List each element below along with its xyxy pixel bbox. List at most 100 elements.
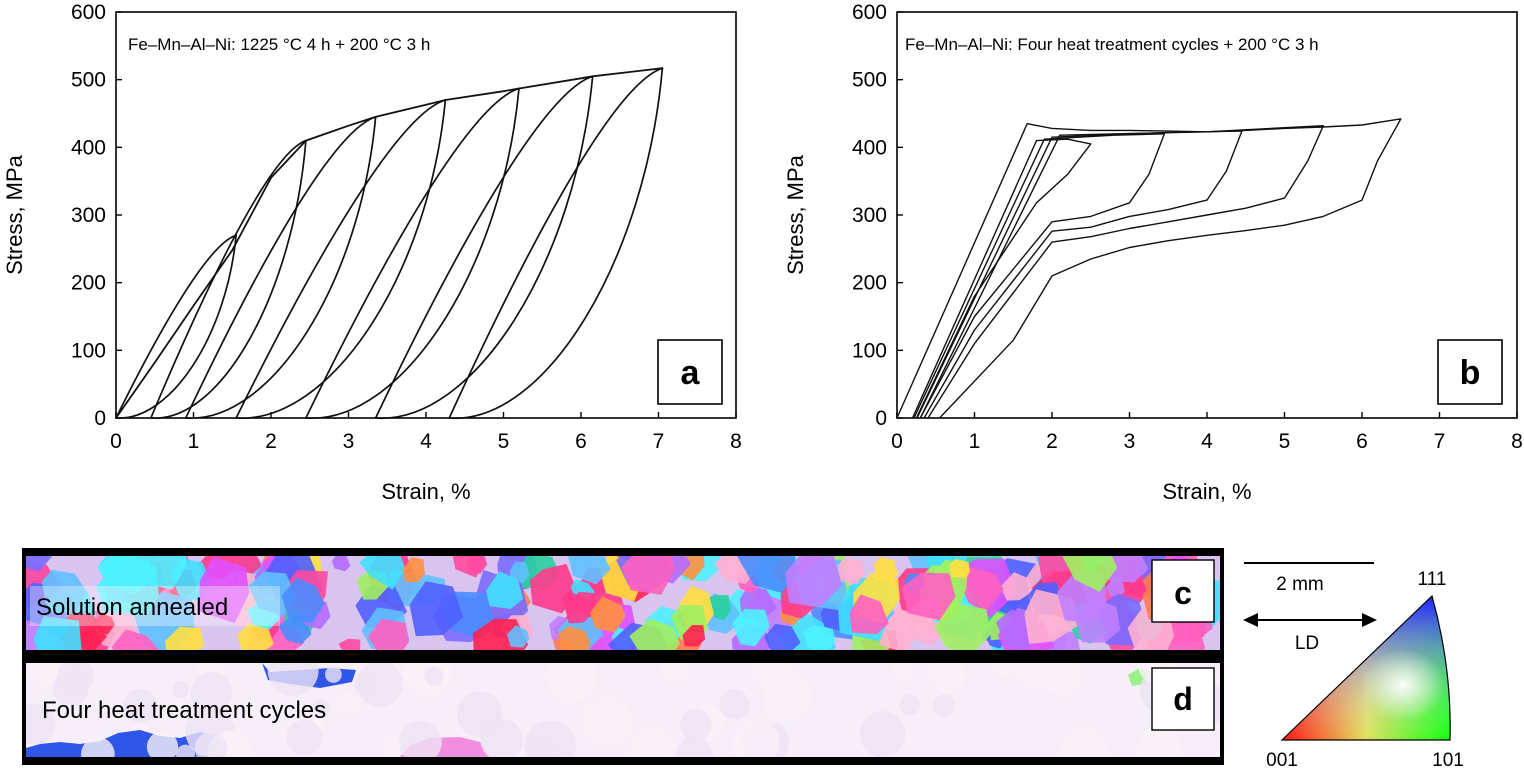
y-tick-label: 600 [71,1,106,24]
ebsd-label-bg-c [30,586,280,626]
panel-letter-a: a [681,354,701,392]
grain [837,558,865,585]
grain [682,625,706,647]
grain [286,719,323,756]
grain [1075,597,1121,643]
x-tick-label: 0 [891,430,903,453]
grain [41,569,87,614]
unloading-curve [305,87,520,419]
panel-letter-box-d [1151,667,1215,731]
grain [26,556,52,572]
grain [751,663,789,685]
x-tick-label: 0 [110,430,122,453]
x-tick-label: 3 [1124,430,1136,453]
x-tick-label: 8 [730,430,742,453]
panel-letter-box-a [657,339,723,405]
grain [803,625,836,650]
x-tick-label: 5 [1279,430,1291,453]
grain [111,629,159,650]
y-tick-label: 100 [71,339,106,362]
cycle-curve [916,130,1243,419]
y-tick-label: 0 [875,407,887,430]
ebsd-map-d: Four heat treatment cycles d [22,656,1224,765]
reloading-curve [115,234,237,419]
ebsd-label-c: Solution annealed [36,594,228,621]
reloading-curve [448,67,664,419]
x-axis-label-b: Strain, % [1162,479,1251,504]
ipf-outline [1280,594,1451,741]
grain [675,736,714,757]
grain [629,727,674,757]
ebsd-grains-c [26,556,1220,650]
curves-b [896,118,1402,419]
grain [278,614,312,645]
grain [1013,663,1057,691]
grain [934,602,992,650]
grain [785,556,842,607]
grain [891,663,915,681]
x-tick-label: 8 [1511,430,1523,453]
grain [81,737,115,757]
y-tick-label: 500 [71,69,106,92]
grain [325,666,342,683]
unloading-curve [184,116,377,419]
grain [123,688,157,723]
grain [680,708,712,741]
x-tick-label: 1 [969,430,981,453]
grain [873,556,899,580]
grain [526,738,557,757]
grain [659,663,691,681]
x-tick-label: 7 [1434,430,1446,453]
panel-letter-b: b [1460,354,1481,392]
grain [506,625,530,648]
unloading-curve [150,139,307,419]
x-tick-label: 4 [420,430,432,453]
grain [336,692,360,715]
chart-title-b: Fe–Mn–Al–Ni: Four heat treatment cycles … [905,35,1319,54]
panel-letter-c: c [1174,575,1192,611]
y-tick-label: 200 [71,272,106,295]
grain [190,672,233,714]
grain [338,638,361,650]
grain [849,594,889,635]
grain [732,718,780,757]
axis-ticks-a: 0 1 2 3 4 5 6 7 8 0 100 200 300 400 500 600 [71,1,742,453]
grain [1155,732,1183,757]
cycle-curve [913,133,1166,419]
ipf-label-001: 001 [1266,750,1298,771]
y-axis-label-a: Stress, MPa [2,154,27,275]
loading-envelope [115,67,664,419]
scale-bar-label: 2 mm [1276,574,1324,595]
grain [52,670,89,707]
grain [398,720,442,757]
ipf-triangle-key: 111 001 101 [1266,569,1464,771]
grain [367,618,409,650]
ld-arrow-left-head [1243,613,1258,627]
reloading-curve [305,87,520,419]
x-tick-label: 7 [653,430,665,453]
chart-panel-a: 0 1 2 3 4 5 6 7 8 0 100 200 300 400 500 600 Fe–Mn–Al–Ni… [2,1,742,504]
axis-ticks-b: 0 1 2 3 4 5 6 7 8 0 100 200 300 400 500 600 [852,1,1523,453]
grain [281,577,325,624]
curves-a [115,67,664,419]
x-tick-label: 2 [265,430,277,453]
grain [331,556,351,572]
grain [146,731,179,757]
x-tick-label: 2 [1046,430,1058,453]
grain [424,666,444,686]
grain [359,556,406,590]
y-tick-label: 0 [94,407,106,430]
panel-letter-d: d [1173,681,1193,717]
scale-legend: 2 mm LD [1243,562,1377,654]
x-tick-label: 1 [188,430,200,453]
panel-letter-box-c [1151,559,1215,623]
reloading-curve [235,99,447,419]
grain [402,557,425,583]
grain [629,618,680,650]
chart-title-a: Fe–Mn–Al–Ni: 1225 °C 4 h + 200 °C 3 h [128,35,430,54]
grain [859,711,906,757]
grain [568,556,611,585]
x-tick-label: 6 [1356,430,1368,453]
unloading-curve [448,67,664,419]
cycle-curve [919,125,1324,419]
